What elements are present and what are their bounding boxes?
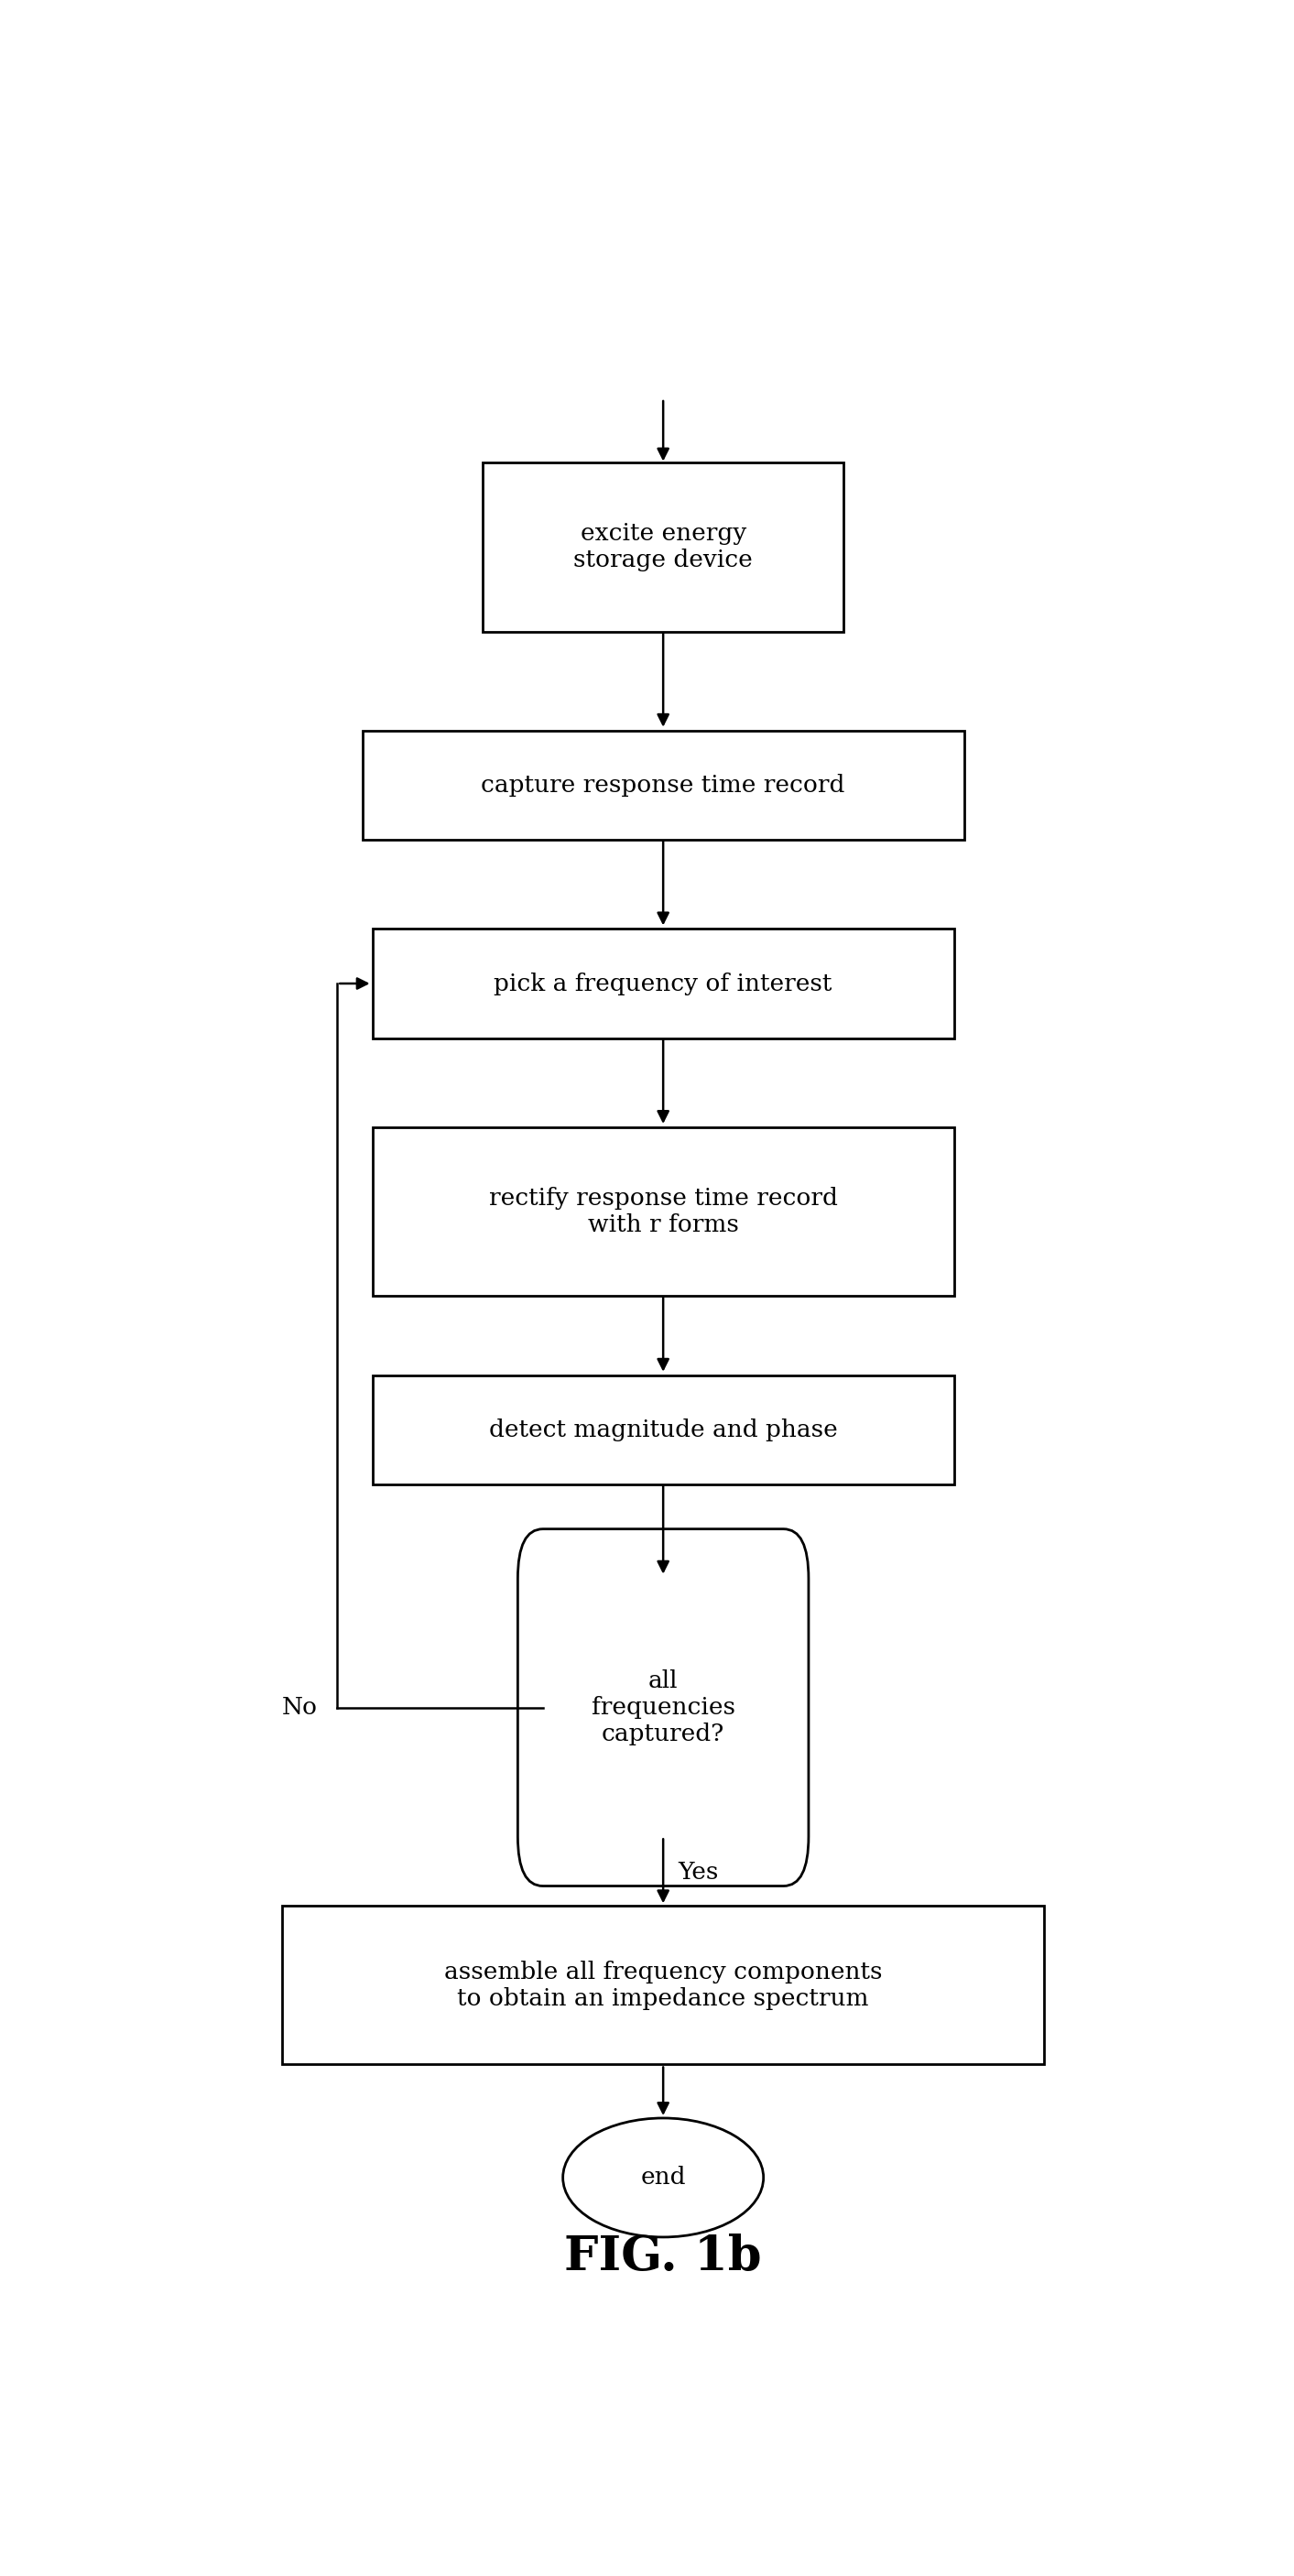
FancyBboxPatch shape <box>373 1376 954 1484</box>
Text: detect magnitude and phase: detect magnitude and phase <box>489 1419 837 1440</box>
Text: all
frequencies
captured?: all frequencies captured? <box>591 1669 735 1747</box>
Text: No: No <box>282 1695 318 1718</box>
FancyBboxPatch shape <box>373 930 954 1038</box>
Text: end: end <box>641 2166 686 2190</box>
Text: Yes: Yes <box>678 1860 719 1883</box>
Ellipse shape <box>563 2117 763 2236</box>
FancyBboxPatch shape <box>483 464 844 631</box>
FancyBboxPatch shape <box>362 732 964 840</box>
FancyBboxPatch shape <box>373 1128 954 1296</box>
FancyBboxPatch shape <box>518 1530 809 1886</box>
FancyBboxPatch shape <box>282 1906 1044 2063</box>
Text: capture response time record: capture response time record <box>481 773 845 796</box>
Text: assemble all frequency components
to obtain an impedance spectrum: assemble all frequency components to obt… <box>444 1960 883 2009</box>
Text: excite energy
storage device: excite energy storage device <box>573 523 753 572</box>
Text: pick a frequency of interest: pick a frequency of interest <box>494 971 832 994</box>
Text: rectify response time record
with r forms: rectify response time record with r form… <box>489 1188 837 1236</box>
Text: FIG. 1b: FIG. 1b <box>564 2233 762 2280</box>
